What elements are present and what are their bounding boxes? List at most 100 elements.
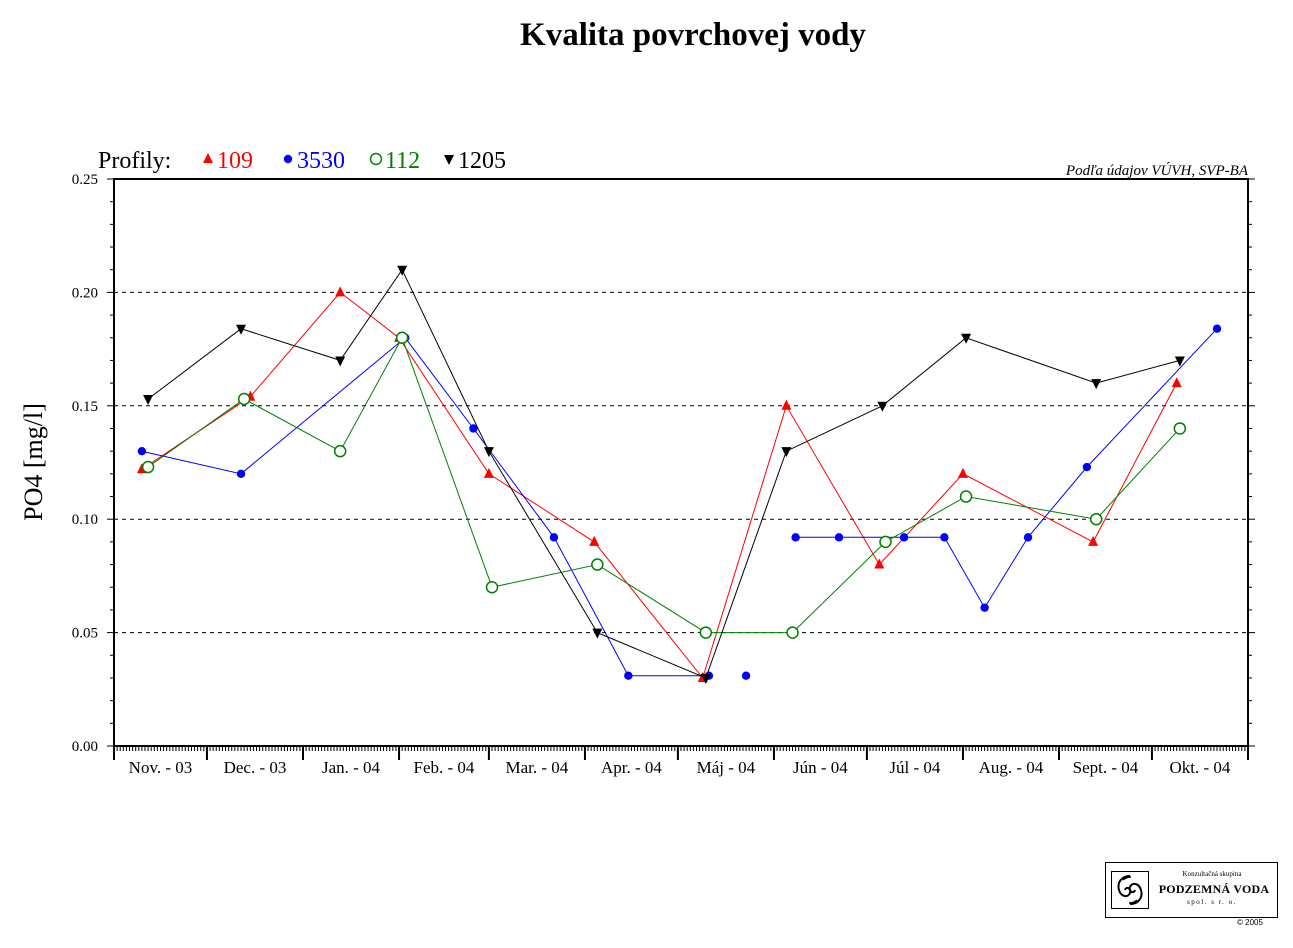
data-point-3530 bbox=[940, 533, 949, 542]
series-line-1205 bbox=[147, 268, 1180, 679]
data-point-3530 bbox=[236, 469, 246, 479]
y-tick-label: 0.25 bbox=[72, 172, 98, 188]
data-point-1205 bbox=[961, 333, 972, 344]
y-tick-label: 0.15 bbox=[72, 399, 98, 415]
logo-sub-text: spol. s r. o. bbox=[1187, 898, 1237, 906]
source-note: Podľa údajov VÚVH, SVP-BA bbox=[1065, 162, 1249, 179]
data-point-3530 bbox=[899, 533, 909, 542]
copyright-text: © 2005 bbox=[1237, 918, 1263, 927]
data-point-1205 bbox=[1174, 356, 1185, 367]
x-tick-label: Máj - 04 bbox=[697, 758, 756, 777]
y-tick-label: 0.00 bbox=[72, 739, 98, 755]
series-line-112 bbox=[147, 336, 1181, 634]
x-tick-label: Feb. - 04 bbox=[414, 758, 475, 777]
data-point-109 bbox=[874, 558, 885, 569]
legend-marker-3530 bbox=[283, 154, 293, 164]
data-point-109 bbox=[589, 535, 600, 546]
x-tick-label: Sept. - 04 bbox=[1073, 758, 1139, 777]
company-logo: Konzultačná skupina PODZEMNÁ VODA spol. … bbox=[1105, 862, 1278, 918]
data-point-1205 bbox=[781, 447, 792, 458]
plot-area bbox=[113, 178, 1249, 747]
data-point-112 bbox=[879, 535, 892, 549]
data-point-109 bbox=[1088, 535, 1099, 546]
data-point-112 bbox=[786, 626, 799, 639]
x-axis: Nov. - 03 Dec. - 03 Jan. - 04 Feb. - 04 Mar.… bbox=[113, 746, 1249, 777]
data-point-112 bbox=[591, 558, 604, 571]
y-axis: 0.00 0.05 0.10 0.15 0.20 0.25 bbox=[72, 172, 1255, 755]
legend-label-112: 112 bbox=[385, 148, 420, 174]
data-point-3530 bbox=[1082, 462, 1092, 472]
y-tick-label: 0.10 bbox=[72, 512, 98, 528]
x-tick-label: Aug. - 04 bbox=[979, 758, 1044, 777]
legend-entry-109: 109 bbox=[203, 148, 253, 174]
x-tick-label: Mar. - 04 bbox=[506, 758, 569, 777]
logo-company-name: PODZEMNÁ VODA bbox=[1158, 882, 1270, 896]
data-point-109 bbox=[957, 467, 968, 478]
data-point-3530 bbox=[1023, 533, 1033, 542]
data-point-1205 bbox=[483, 447, 494, 458]
x-tick-label: Júl - 04 bbox=[889, 758, 941, 777]
legend-entry-1205: 1205 bbox=[444, 148, 506, 174]
data-point-1205 bbox=[335, 356, 346, 367]
data-point-3530 bbox=[624, 671, 633, 680]
x-tick-label: Jan. - 04 bbox=[322, 758, 381, 777]
data-point-112 bbox=[333, 444, 347, 458]
data-point-109 bbox=[335, 286, 346, 297]
data-point-112 bbox=[959, 490, 973, 503]
x-tick-label: Okt. - 04 bbox=[1170, 758, 1231, 777]
data-point-1205 bbox=[592, 628, 603, 639]
data-point-112 bbox=[1173, 422, 1187, 435]
series-line-3530 bbox=[141, 337, 709, 677]
legend-label-3530: 3530 bbox=[297, 148, 345, 174]
logo-top-text: Konzultačná skupina bbox=[1182, 870, 1242, 878]
data-point-3530 bbox=[741, 671, 751, 680]
data-point-1205 bbox=[143, 394, 154, 405]
legend-label-1205: 1205 bbox=[458, 148, 506, 174]
data-point-109 bbox=[483, 467, 494, 478]
series-1205 bbox=[143, 265, 1185, 684]
x-tick-label: Apr. - 04 bbox=[601, 758, 662, 777]
data-point-3530 bbox=[980, 603, 989, 612]
data-point-3530 bbox=[791, 533, 800, 542]
data-point-1205 bbox=[700, 673, 711, 684]
podzemna-voda-logo-icon bbox=[1111, 871, 1149, 909]
legend-entry-3530: 3530 bbox=[283, 148, 345, 174]
data-point-3530 bbox=[549, 533, 559, 542]
x-tick-label: Nov. - 03 bbox=[129, 758, 193, 777]
data-point-3530 bbox=[469, 424, 478, 433]
data-point-1205 bbox=[877, 401, 888, 412]
data-point-3530 bbox=[1212, 324, 1222, 333]
legend-marker-112 bbox=[369, 152, 383, 166]
chart-title: Kvalita povrchovej vody bbox=[520, 17, 866, 53]
legend-prefix: Profily: bbox=[98, 148, 171, 174]
data-point-112 bbox=[485, 580, 499, 594]
data-point-3530 bbox=[137, 446, 147, 456]
data-point-112 bbox=[1089, 512, 1103, 526]
data-point-1205 bbox=[236, 324, 247, 335]
grid-lines bbox=[114, 291, 1248, 634]
legend-marker-109 bbox=[203, 153, 213, 163]
x-tick-label: Dec. - 03 bbox=[224, 758, 287, 777]
data-point-112 bbox=[141, 460, 155, 474]
data-point-109 bbox=[781, 399, 792, 410]
series-layer bbox=[136, 265, 1222, 684]
legend-marker-1205 bbox=[444, 155, 454, 165]
series-line-3530 bbox=[795, 328, 1218, 609]
series-line-109 bbox=[141, 291, 1178, 680]
y-axis-label: PO4 [mg/l] bbox=[19, 403, 48, 521]
x-tick-label: Jún - 04 bbox=[793, 758, 848, 777]
data-point-112 bbox=[237, 392, 251, 406]
data-point-112 bbox=[395, 331, 409, 345]
series-3530 bbox=[137, 324, 1222, 680]
y-tick-label: 0.20 bbox=[72, 285, 98, 301]
legend: Profily: 109 3530 112 1205 bbox=[98, 148, 506, 174]
legend-entry-112: 112 bbox=[369, 148, 420, 174]
data-point-112 bbox=[699, 626, 713, 639]
data-point-1205 bbox=[397, 265, 408, 276]
y-tick-label: 0.05 bbox=[72, 626, 98, 642]
series-112 bbox=[141, 331, 1187, 639]
legend-label-109: 109 bbox=[217, 148, 253, 174]
data-point-3530 bbox=[834, 533, 844, 542]
data-point-1205 bbox=[1091, 379, 1102, 390]
